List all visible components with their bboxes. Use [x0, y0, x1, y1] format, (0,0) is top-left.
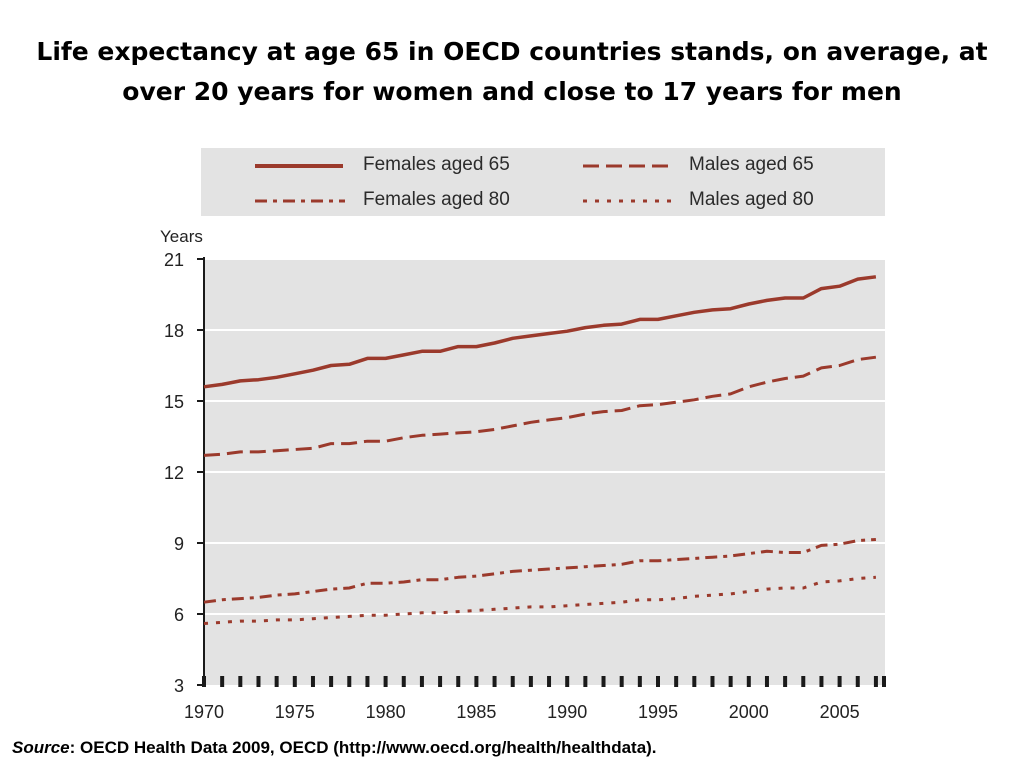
- x-tick: [728, 676, 733, 687]
- x-tick: [365, 676, 370, 687]
- x-tick: [256, 676, 261, 687]
- x-tick-label: 1975: [275, 702, 315, 722]
- x-tick: [674, 676, 679, 687]
- x-tick: [619, 676, 624, 687]
- series-line-0: [203, 275, 877, 389]
- x-tick: [801, 676, 806, 687]
- x-tick: [510, 676, 515, 687]
- x-tick: [220, 676, 225, 687]
- x-tick: [347, 676, 352, 687]
- y-tick-label: 3: [174, 676, 184, 696]
- x-tick: [764, 676, 769, 687]
- x-tick: [710, 676, 715, 687]
- legend-swatch-dashed: [583, 164, 669, 168]
- x-tick: [292, 676, 297, 687]
- x-tick: [474, 676, 479, 687]
- x-tick-label: 1995: [638, 702, 678, 722]
- slide-title-line-2: over 20 years for women and close to 17 …: [122, 77, 902, 106]
- x-tick: [583, 676, 588, 687]
- x-tick: [310, 676, 315, 687]
- legend-item-females-65: Females aged 65: [253, 151, 553, 181]
- y-tick-label: 15: [164, 392, 184, 412]
- x-tick: [783, 676, 788, 687]
- x-tick: [202, 676, 206, 687]
- slide-title: Life expectancy at age 65 in OECD countr…: [20, 32, 1004, 112]
- source-text: : OECD Health Data 2009, OECD (http://ww…: [69, 738, 657, 757]
- x-tick: [882, 676, 886, 687]
- y-tick-label: 9: [174, 534, 184, 554]
- y-tick-label: 21: [164, 250, 184, 270]
- legend-label: Females aged 65: [363, 154, 510, 175]
- x-tick: [873, 676, 878, 687]
- x-tick: [419, 676, 424, 687]
- x-tick: [438, 676, 443, 687]
- x-tick: [565, 676, 570, 687]
- y-tick-label: 18: [164, 321, 184, 341]
- legend-item-males-80: Males aged 80: [581, 186, 881, 216]
- y-tick-label: 6: [174, 605, 184, 625]
- y-axis-unit-label: Years: [160, 227, 203, 246]
- y-tick-label: 12: [164, 463, 184, 483]
- legend-label: Males aged 65: [689, 154, 814, 175]
- x-tick: [637, 676, 642, 687]
- x-tick-label: 1985: [456, 702, 496, 722]
- source-note: Source: OECD Health Data 2009, OECD (htt…: [12, 738, 1012, 758]
- legend-label: Males aged 80: [689, 189, 814, 210]
- x-tick: [492, 676, 497, 687]
- x-tick: [837, 676, 842, 687]
- x-tick: [656, 676, 660, 687]
- x-tick: [528, 676, 533, 687]
- legend-swatch-dash-dot: [255, 199, 345, 203]
- x-tick: [855, 676, 860, 687]
- x-tick: [692, 676, 697, 687]
- x-tick: [329, 676, 334, 687]
- x-tick: [601, 676, 606, 687]
- x-tick: [238, 676, 243, 687]
- x-tick-label: 2005: [820, 702, 860, 722]
- chart-legend: Females aged 65 Males aged 65 Females ag…: [201, 148, 885, 216]
- legend-item-males-65: Males aged 65: [581, 151, 881, 181]
- series-line-2: [203, 538, 876, 604]
- legend-label: Females aged 80: [363, 189, 510, 210]
- slide-title-line-1: Life expectancy at age 65 in OECD countr…: [36, 37, 988, 66]
- x-tick: [401, 676, 406, 687]
- x-tick: [819, 676, 824, 687]
- source-label: Source: [12, 738, 70, 757]
- legend-swatch-dotted: [583, 199, 671, 203]
- x-tick: [547, 676, 552, 687]
- x-tick-label: 1980: [366, 702, 406, 722]
- x-tick: [383, 676, 388, 687]
- legend-swatch-solid: [255, 164, 343, 168]
- x-tick-label: 1970: [184, 702, 224, 722]
- x-tick: [746, 676, 751, 687]
- x-tick: [274, 676, 279, 687]
- legend-item-females-80: Females aged 80: [253, 186, 553, 216]
- series-line-3: [203, 575, 876, 625]
- x-tick: [456, 676, 461, 687]
- series-line-1: [203, 355, 877, 457]
- x-tick-label: 1990: [547, 702, 587, 722]
- x-tick-label: 2000: [729, 702, 769, 722]
